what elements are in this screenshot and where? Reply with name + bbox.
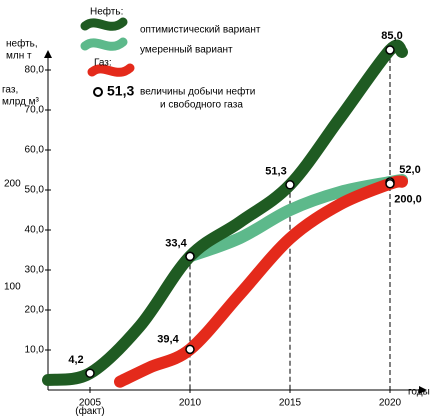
y2-axis-label: газ,	[2, 85, 18, 96]
point	[85, 368, 95, 378]
line	[42, 39, 408, 386]
legend-marker-text: величины добычи нефти	[140, 86, 255, 98]
legend-heading: Нефть:	[90, 6, 123, 18]
value-label: 85,0	[381, 30, 402, 42]
y-tick-label: 30,0	[25, 265, 45, 276]
value-label: 4,2	[68, 354, 83, 366]
y-tick-label: 50,0	[25, 185, 45, 196]
legend-swatch	[80, 37, 128, 51]
y-tick-label: 10,0	[25, 345, 45, 356]
y-axis-label: нефть,	[6, 38, 38, 50]
point	[385, 179, 395, 189]
point	[385, 45, 395, 55]
x-tick-label: 2015	[279, 398, 302, 409]
x-tick-label: 2010	[179, 398, 202, 409]
legend-label: умеренный вариант	[140, 45, 233, 56]
legend-marker-text: и свободного газа	[160, 99, 243, 111]
y2-tick-label: 100	[4, 282, 21, 293]
x-axis-label: годы	[408, 387, 430, 398]
x-tick-label: 2020	[379, 398, 402, 409]
legend-marker-value: 51,3	[107, 83, 134, 99]
y2-axis-label: млрд м³	[2, 97, 40, 108]
y-axis-label: млн т	[6, 51, 32, 62]
y-tick-label: 40,0	[25, 225, 45, 236]
y-tick-label: 70,0	[25, 105, 45, 116]
value-label: 200,0	[394, 194, 422, 206]
value-label: 39,4	[157, 333, 179, 345]
legend-label: оптимистический вариант	[140, 25, 261, 36]
y-tick-label: 20,0	[25, 305, 45, 316]
legend-marker	[93, 87, 103, 97]
value-label: 52,0	[399, 164, 420, 176]
point	[285, 180, 295, 190]
y2-tick-label: 200	[4, 178, 21, 189]
point	[185, 251, 195, 262]
y-tick-label: 80,0	[25, 65, 45, 76]
x-note: (факт)	[75, 405, 105, 416]
legend-swatch	[87, 63, 135, 77]
y-tick-label: 60,0	[25, 145, 45, 156]
point	[185, 344, 195, 355]
legend-label: Газ:	[94, 58, 112, 69]
value-label: 51,3	[265, 166, 286, 178]
value-label: 33,4	[165, 237, 187, 249]
x-tick-label: 2005	[79, 398, 102, 409]
legend-swatch	[80, 17, 128, 31]
